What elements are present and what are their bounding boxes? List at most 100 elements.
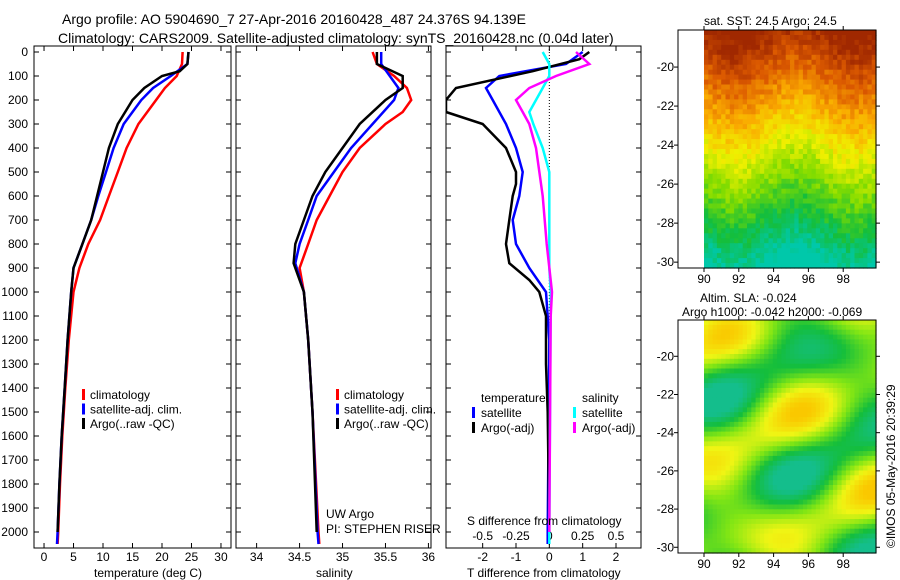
- sst-map-cell: [759, 178, 765, 185]
- sst-map-cell: [708, 134, 714, 140]
- sst-map-cell: [854, 64, 860, 71]
- sst-map-cell: [863, 79, 868, 86]
- sla-map-cell: [712, 489, 718, 496]
- sst-map-cell: [716, 154, 722, 160]
- sst-map-cell: [871, 94, 877, 101]
- sst-map-cell: [794, 258, 800, 264]
- sst-map-cell: [777, 79, 782, 86]
- temperature-series-climatology: [56, 51, 184, 545]
- sst-map-cell: [725, 263, 731, 269]
- sla-map-cell: [725, 436, 731, 442]
- sla-map-cell: [716, 388, 722, 394]
- sst-map-cell: [751, 114, 757, 120]
- sla-map-cell: [811, 499, 817, 506]
- sla-map-cell: [747, 397, 752, 404]
- sla-map-cell: [790, 349, 795, 355]
- sst-map-cell: [738, 30, 744, 36]
- sst-map-cell: [790, 223, 795, 229]
- sst-map-cell: [841, 168, 847, 175]
- sst-map-cell: [858, 124, 864, 130]
- sst-map-cell: [811, 258, 817, 264]
- sst-map-cell: [833, 69, 838, 76]
- sst-map-cell: [759, 94, 765, 101]
- sla-map-cell: [721, 504, 727, 510]
- sla-map-cell: [785, 543, 791, 549]
- sst-map-cell: [704, 30, 709, 36]
- sst-map-cell: [772, 39, 778, 46]
- sla-map-cell: [815, 407, 821, 413]
- sla-map-cell: [777, 480, 782, 486]
- sst-map-cell: [759, 193, 765, 200]
- sla-map-cell: [854, 392, 860, 399]
- sst-map-cell: [867, 99, 873, 105]
- sst-map-cell: [712, 144, 718, 150]
- sst-map-cell: [863, 99, 868, 105]
- sla-map-cell: [820, 407, 825, 413]
- sla-map-cell: [725, 441, 731, 447]
- sst-map-cell: [820, 238, 825, 244]
- sla-map-cell: [785, 324, 791, 331]
- sst-map-cell: [858, 263, 864, 269]
- sla-map-cell: [764, 538, 770, 544]
- sla-map-cell: [854, 533, 860, 540]
- sst-map-cell: [708, 213, 714, 220]
- sst-map-cell: [725, 158, 731, 165]
- sst-map-cell: [815, 69, 821, 76]
- sst-map-cell: [755, 223, 761, 229]
- sla-map-cell: [716, 504, 722, 510]
- sst-map-cell: [721, 134, 727, 140]
- sst-map-cell: [841, 44, 847, 51]
- sst-map-cell: [785, 154, 791, 160]
- sla-map-cell: [790, 392, 795, 399]
- sla-map-cell: [807, 421, 813, 428]
- sla-map-cell: [742, 514, 748, 520]
- sla-map-cell: [708, 494, 714, 501]
- sst-map-cell: [863, 139, 868, 145]
- sla-map-cell: [824, 358, 830, 365]
- sst-map-cell: [755, 253, 761, 259]
- sst-map-cell: [716, 258, 722, 264]
- sst-map-cell: [820, 213, 825, 220]
- sla-map-cell: [759, 543, 765, 549]
- sla-map-cell: [772, 320, 778, 326]
- sla-map-cell: [802, 475, 808, 481]
- sla-map-cell: [781, 470, 787, 476]
- sla-map-cell: [815, 451, 821, 457]
- lon-tick-label: 94: [767, 557, 781, 571]
- difference-x-tick-label: -1: [511, 550, 522, 564]
- sla-map-cell: [768, 441, 774, 447]
- sla-map-cell: [841, 528, 847, 535]
- sst-map-cell: [712, 228, 718, 234]
- sla-map-cell: [845, 465, 851, 472]
- sla-map-cell: [716, 514, 722, 520]
- sla-map-cell: [768, 470, 774, 476]
- sla-map-cell: [772, 417, 778, 423]
- sst-map-cell: [738, 178, 744, 185]
- sla-map-cell: [729, 528, 735, 535]
- sla-map-cell: [738, 431, 744, 438]
- sst-map-cell: [781, 238, 787, 244]
- sst-map-cell: [794, 218, 800, 224]
- sst-map-cell: [871, 149, 877, 155]
- sla-map-cell: [704, 412, 709, 418]
- sst-map-cell: [751, 163, 757, 170]
- sst-map-cell: [841, 144, 847, 150]
- sst-map-cell: [828, 203, 834, 210]
- sla-map-cell: [716, 441, 722, 447]
- sla-map-cell: [820, 329, 825, 336]
- sst-map-cell: [772, 188, 778, 195]
- sst-map-cell: [845, 228, 851, 234]
- sst-map-cell: [824, 173, 830, 180]
- sst-map-cell: [721, 168, 727, 175]
- sla-map-cell: [764, 470, 770, 476]
- sst-map-cell: [850, 243, 856, 249]
- sst-map-cell: [811, 59, 817, 66]
- sla-map-cell: [820, 455, 825, 462]
- temperature-x-tick-label: 15: [126, 550, 140, 564]
- sla-map-cell: [772, 378, 778, 384]
- sst-map-cell: [716, 233, 722, 239]
- sla-map-cell: [729, 417, 735, 423]
- sla-map-cell: [712, 470, 718, 476]
- sla-map-cell: [815, 344, 821, 350]
- sst-map-cell: [785, 193, 791, 200]
